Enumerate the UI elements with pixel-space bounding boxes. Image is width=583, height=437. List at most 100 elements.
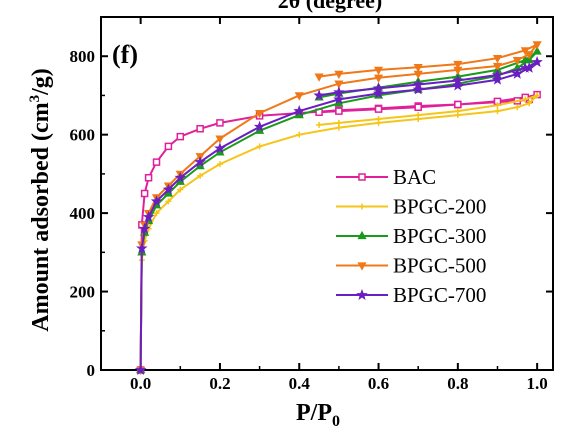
data-point <box>524 51 534 60</box>
data-point <box>413 70 423 80</box>
data-point <box>138 222 151 234</box>
data-point <box>532 41 542 50</box>
data-point <box>494 108 501 115</box>
data-point <box>316 121 323 128</box>
data-point <box>520 47 530 56</box>
legend-swatch-marker <box>359 203 365 210</box>
series-line <box>139 94 538 371</box>
data-point <box>334 80 344 89</box>
y-tick-label: 400 <box>70 204 96 223</box>
data-point <box>152 158 161 166</box>
data-point <box>144 174 153 182</box>
data-point <box>451 74 464 86</box>
data-point <box>519 61 532 73</box>
data-point <box>333 86 345 98</box>
data-point <box>335 119 342 126</box>
data-point <box>532 46 542 55</box>
data-point <box>414 103 422 111</box>
legend-label: BPGC-300 <box>393 224 486 248</box>
x-tick-label: 0.0 <box>130 374 151 393</box>
legend-item: BPGC-700 <box>336 283 486 307</box>
x-tick-label: 0.6 <box>368 374 389 393</box>
legend-swatch-marker <box>358 173 366 181</box>
data-point <box>333 93 345 105</box>
top-cropped-label: 2θ (degree) <box>278 0 383 13</box>
legend-item: BPGC-300 <box>336 224 486 248</box>
axis-ticks: 0.0 0.2 0.4 0.6 0.8 1.0 0 200 400 600 800 <box>70 17 553 393</box>
data-point <box>216 161 223 168</box>
data-point <box>313 89 325 101</box>
data-point <box>194 156 206 168</box>
legend-swatch-marker <box>357 262 367 271</box>
plot-frame-border <box>100 16 554 371</box>
x-axis-label: P/P0 <box>296 400 340 430</box>
data-point <box>214 142 226 154</box>
x-tick-label: 1.0 <box>527 374 548 393</box>
data-point <box>454 108 461 115</box>
data-point <box>512 56 522 66</box>
data-point <box>412 78 424 90</box>
y-tick-label: 200 <box>70 283 96 302</box>
data-point <box>334 70 344 80</box>
data-point <box>531 56 543 68</box>
series-bpgc-700 <box>134 56 543 376</box>
legend-item: BPGC-200 <box>336 195 486 219</box>
data-point <box>256 143 263 150</box>
data-point <box>150 195 163 207</box>
data-point <box>294 92 304 101</box>
legend-label: BAC <box>393 165 436 189</box>
data-point <box>196 125 204 133</box>
data-point <box>135 242 148 254</box>
data-point <box>491 69 504 80</box>
data-point <box>216 119 224 127</box>
y-tick-label: 600 <box>70 126 96 145</box>
data-point <box>372 82 385 94</box>
data-point <box>492 62 503 72</box>
series-bpgc-500 <box>136 41 542 376</box>
data-point <box>374 105 383 113</box>
data-point <box>335 107 343 115</box>
data-point <box>162 183 175 195</box>
data-point <box>454 100 462 109</box>
legend: BAC BPGC-200 BPGC-300 BPGC-500 BPGC-700 <box>336 165 486 307</box>
data-point <box>526 100 533 107</box>
data-point <box>514 104 521 111</box>
data-point <box>492 55 503 64</box>
panel-label: (f) <box>112 40 138 69</box>
data-point <box>176 132 185 141</box>
data-point <box>293 105 306 117</box>
x-tick-label: 0.8 <box>447 374 468 393</box>
data-point <box>215 135 225 144</box>
y-tick-label: 0 <box>87 361 96 380</box>
plot-area <box>100 16 554 371</box>
data-point <box>522 96 529 103</box>
y-tick-label: 800 <box>70 47 96 66</box>
data-point <box>415 112 422 119</box>
legend-item: BPGC-500 <box>336 254 486 278</box>
data-point <box>373 66 384 76</box>
y-axis-label: Amount adsorbed (cm3/g) <box>27 68 54 332</box>
data-point <box>314 73 324 82</box>
data-point <box>253 120 266 132</box>
data-point <box>197 172 204 179</box>
legend-label: BPGC-700 <box>393 283 486 307</box>
data-point <box>373 74 384 83</box>
x-tick-label: 0.2 <box>209 374 230 393</box>
data-point <box>165 198 172 205</box>
data-point <box>134 363 147 376</box>
data-point <box>413 64 423 73</box>
data-point <box>534 92 541 99</box>
data-point <box>511 67 523 79</box>
data-point <box>142 210 155 222</box>
data-point <box>140 189 149 198</box>
legend-label: BPGC-200 <box>393 195 486 219</box>
data-point <box>453 60 463 70</box>
data-point <box>164 142 173 151</box>
data-point <box>296 131 303 138</box>
legend-label: BPGC-500 <box>393 254 486 278</box>
data-point <box>494 102 501 109</box>
x-tick-label: 0.4 <box>289 374 311 393</box>
data-point <box>255 109 265 119</box>
legend-item: BAC <box>336 165 436 189</box>
